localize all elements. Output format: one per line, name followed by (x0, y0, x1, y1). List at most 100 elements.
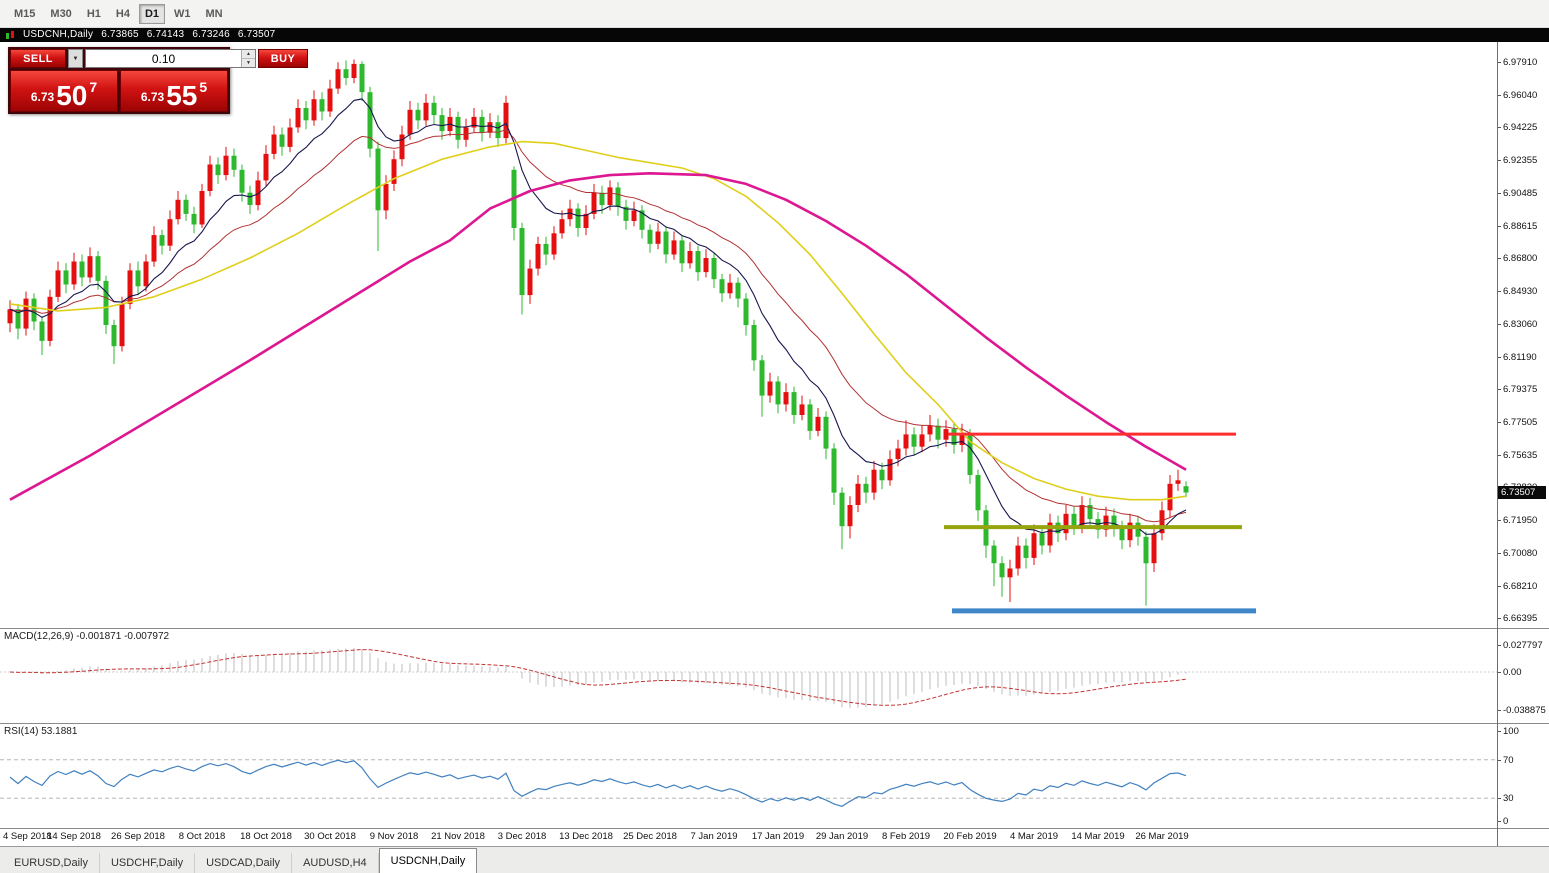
axis-label: 6.77505 (1503, 417, 1538, 428)
one-click-trading-panel: SELL ▼ ▲ ▼ BUY 6.73 50 7 6.7 (8, 47, 308, 114)
panel-separator (0, 723, 1549, 724)
chart-tab-audusd-h4[interactable]: AUDUSD,H4 (292, 853, 379, 873)
chart-area[interactable]: SELL ▼ ▲ ▼ BUY 6.73 50 7 6.7 (0, 42, 1497, 628)
date-label: 25 Dec 2018 (623, 831, 677, 842)
axis-tick (1497, 586, 1501, 587)
panel-separator (0, 828, 1549, 829)
chart-tab-usdcnh-daily[interactable]: USDCNH,Daily (378, 848, 478, 873)
axis-tick (1497, 324, 1501, 325)
date-label: 14 Sep 2018 (47, 831, 101, 842)
candlestick-chart[interactable] (0, 42, 1497, 628)
buy-price-prefix: 6.73 (140, 90, 165, 104)
axis-tick (1497, 226, 1501, 227)
volume-spinner: ▲ ▼ (241, 50, 255, 67)
sell-price-main: 50 (56, 80, 88, 112)
chart-tab-usdchf-daily[interactable]: USDCHF,Daily (100, 853, 196, 873)
chart-tab-eurusd-daily[interactable]: EURUSD,Daily (3, 853, 100, 873)
axis-tick (1497, 798, 1501, 800)
quote-open: 6.73865 (101, 29, 139, 40)
axis-label: 0.00 (1503, 667, 1522, 678)
macd-title: MACD(12,26,9) -0.001871 -0.007972 (4, 631, 169, 642)
timeframe-button-h4[interactable]: H4 (110, 4, 136, 24)
axis-tick (1497, 160, 1501, 161)
rsi-panel[interactable] (0, 723, 1497, 828)
axis-label: 6.92355 (1503, 155, 1538, 166)
volume-input[interactable] (86, 50, 241, 67)
chevron-down-icon: ▼ (72, 55, 79, 62)
timeframe-button-d1[interactable]: D1 (138, 3, 165, 24)
buy-button[interactable]: BUY (258, 49, 308, 68)
axis-tick (1497, 193, 1501, 194)
axis-tick (1497, 672, 1501, 673)
time-axis: 4 Sep 2018 14 Sep 2018 26 Sep 2018 8 Oct 20… (0, 828, 1497, 846)
macd-indicator-name: MACD(12,26,9) (4, 631, 74, 642)
timeframe-button-h1[interactable]: H1 (81, 4, 107, 24)
rsi-title: RSI(14) 53.1881 (4, 726, 77, 737)
axis-tick (1497, 759, 1501, 761)
axis-label: 6.83060 (1503, 319, 1538, 330)
macd-panel[interactable] (0, 628, 1497, 723)
date-label: 3 Dec 2018 (497, 831, 547, 842)
axis-tick (1497, 821, 1501, 822)
date-label: 4 Mar 2019 (1009, 831, 1059, 842)
axis-label: 30 (1503, 793, 1514, 804)
buy-price-main: 55 (166, 80, 198, 112)
date-label: 13 Dec 2018 (559, 831, 613, 842)
axis-separator (1497, 42, 1498, 846)
timeframe-button-m15[interactable]: M15 (8, 4, 41, 24)
axis-tick (1497, 62, 1501, 63)
axis-label: 6.97910 (1503, 57, 1538, 68)
axis-label: 6.70080 (1503, 548, 1538, 559)
axis-label: 6.68210 (1503, 581, 1538, 592)
date-label: 18 Oct 2018 (240, 831, 292, 842)
axis-tick (1497, 731, 1501, 732)
axis-label: 6.96040 (1503, 90, 1538, 101)
date-label: 29 Jan 2019 (815, 831, 869, 842)
timeframe-button-w1[interactable]: W1 (168, 4, 197, 24)
sell-price-button[interactable]: 6.73 50 7 (10, 70, 118, 112)
axis-label: 6.88615 (1503, 221, 1538, 232)
macd-value: -0.001871 (76, 631, 122, 642)
sell-price-sup: 7 (89, 79, 98, 95)
axis-label: 6.84930 (1503, 286, 1538, 297)
axis-label: 6.71950 (1503, 515, 1538, 526)
buy-price-button[interactable]: 6.73 55 5 (120, 70, 228, 112)
chart-tab-usdcad-daily[interactable]: USDCAD,Daily (195, 853, 293, 873)
volume-box: ▲ ▼ (85, 49, 256, 68)
axis-label: 0 (1503, 816, 1509, 827)
volume-increment-button[interactable]: ▲ (242, 50, 255, 59)
date-label: 9 Nov 2018 (369, 831, 419, 842)
timeframe-button-mn[interactable]: MN (200, 4, 229, 24)
date-label: 8 Feb 2019 (881, 831, 931, 842)
quote-low: 6.73246 (192, 29, 230, 40)
axis-tick (1497, 258, 1501, 259)
axis-label: 6.90485 (1503, 188, 1538, 199)
axis-label: 6.94225 (1503, 122, 1538, 133)
axis-tick (1497, 520, 1501, 521)
price-axis: 6.73507 6.97910 6.96040 6.94225 6.92355 6.90… (1497, 42, 1549, 846)
volume-decrement-button[interactable]: ▼ (242, 59, 255, 67)
date-label: 4 Sep 2018 (3, 831, 52, 842)
date-label: 20 Feb 2019 (943, 831, 997, 842)
axis-label: 6.86800 (1503, 253, 1538, 264)
axis-label: 6.66395 (1503, 613, 1538, 624)
date-label: 17 Jan 2019 (751, 831, 805, 842)
axis-tick (1497, 422, 1501, 423)
sell-button[interactable]: SELL (10, 49, 66, 68)
axis-tick (1497, 709, 1501, 711)
timeframe-toolbar: M15 M30 H1 H4 D1 W1 MN (0, 0, 1549, 28)
volume-dropdown-button[interactable]: ▼ (68, 49, 83, 68)
buy-price-sup: 5 (199, 79, 208, 95)
rsi-value: 53.1881 (41, 726, 78, 737)
panel-separator (0, 628, 1549, 629)
axis-tick (1497, 291, 1501, 292)
axis-tick (1497, 618, 1501, 619)
date-label: 8 Oct 2018 (178, 831, 226, 842)
axis-label: 0.027797 (1503, 640, 1543, 651)
axis-label: -0.038875 (1503, 705, 1546, 716)
date-label: 21 Nov 2018 (431, 831, 485, 842)
timeframe-button-m30[interactable]: M30 (44, 4, 77, 24)
current-price-tag: 6.73507 (1498, 486, 1546, 499)
axis-tick (1497, 127, 1501, 128)
